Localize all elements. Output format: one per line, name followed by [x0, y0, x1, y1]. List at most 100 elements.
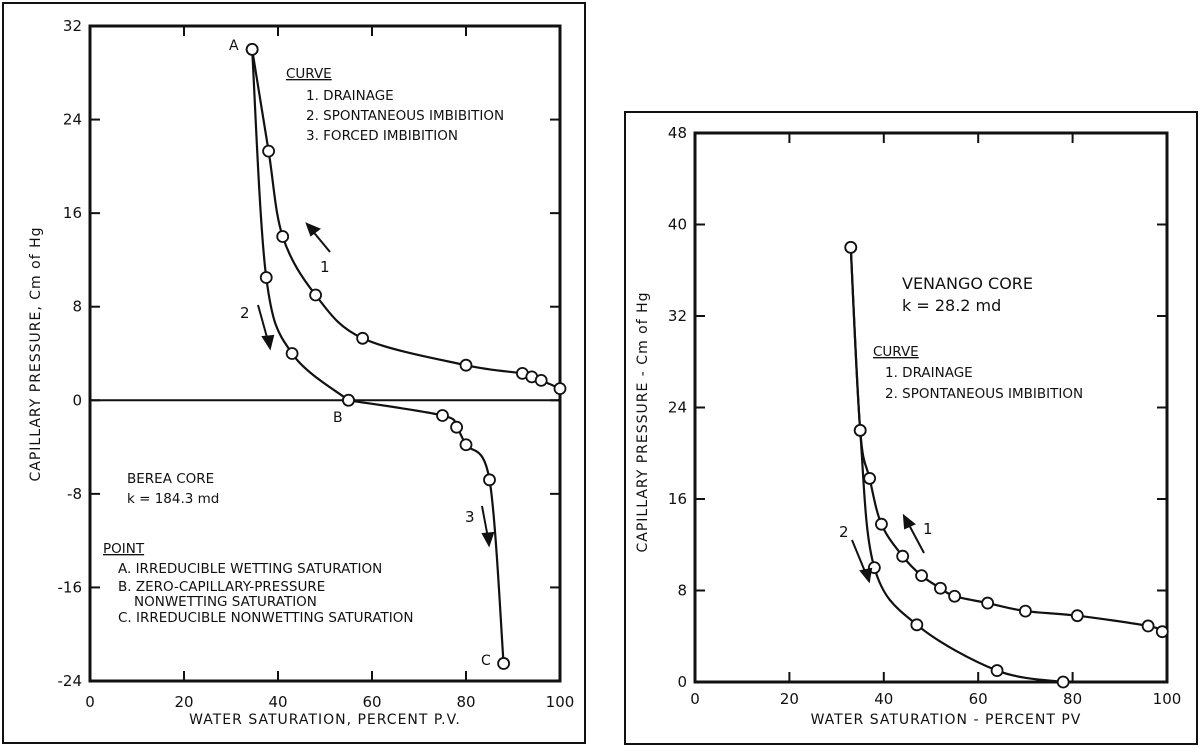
data-point-series-1	[534, 374, 548, 387]
y-tick-label: 48	[668, 124, 687, 142]
data-point-series-1	[896, 549, 910, 563]
berea-curve-item-2: 2. SPONTANEOUS IMBIBITION	[306, 108, 504, 124]
data-point-series-2	[853, 423, 867, 437]
x-tick-label: 0	[690, 690, 700, 708]
right-figure-frame	[624, 111, 1198, 745]
berea-point-title: POINT	[103, 541, 145, 557]
berea-ylabel: CAPILLARY PRESSURE, Cm of Hg	[28, 227, 44, 482]
venango-arrow-2	[851, 539, 873, 584]
berea-curve-1-label: 1	[320, 258, 330, 276]
berea-plot-frame	[88, 24, 562, 683]
y-tick-label: 8	[72, 298, 82, 316]
data-point-series-1	[553, 382, 567, 395]
data-point-series-2	[285, 347, 299, 360]
data-point-series-2	[1056, 675, 1070, 689]
berea-point-item-a: A. IRREDUCIBLE WETTING SATURATION	[118, 561, 382, 577]
y-tick-label: -24	[58, 672, 83, 690]
venango-curve-title: CURVE	[873, 344, 919, 360]
x-tick-label: 40	[874, 690, 893, 708]
berea-point-b-label: B	[333, 410, 343, 426]
venango-plot-frame	[693, 131, 1169, 684]
venango-ylabel: CAPILLARY PRESSURE - Cm of Hg	[635, 291, 651, 552]
data-point-series-1	[459, 358, 473, 372]
data-point-series-2	[245, 42, 259, 56]
berea-curve-title: CURVE	[286, 66, 332, 82]
berea-core-name: BEREA CORE	[127, 471, 214, 487]
series-line-3	[348, 399, 505, 664]
data-point-series-1	[1070, 609, 1084, 623]
y-tick-label: -8	[67, 485, 82, 503]
data-point-series-2	[259, 271, 273, 284]
x-tick-label: 80	[1063, 690, 1082, 708]
x-tick-label: 40	[268, 693, 287, 711]
data-point-series-1	[1155, 625, 1169, 639]
series-line-1	[251, 49, 561, 390]
data-point-series-3	[497, 657, 511, 670]
x-tick-label: 80	[456, 693, 475, 711]
data-point-series-1	[981, 596, 995, 610]
berea-curve-2-label: 2	[240, 304, 250, 322]
data-point-series-1	[948, 589, 961, 603]
venango-xlabel: WATER SATURATION - PERCENT PV	[811, 712, 1082, 728]
y-tick-label: 24	[668, 399, 687, 417]
venango-curve-2-label: 2	[839, 523, 849, 541]
x-tick-label: 100	[546, 693, 575, 711]
x-tick-label: 60	[969, 690, 988, 708]
venango-curve-item-1: 1. DRAINAGE	[885, 365, 973, 381]
data-point-series-3	[436, 409, 449, 422]
y-tick-label: 0	[677, 673, 687, 691]
berea-core-k: k = 184.3 md	[127, 491, 219, 507]
x-tick-label: 0	[85, 693, 95, 711]
data-point-series-1	[875, 517, 888, 531]
berea-curve-3-label: 3	[465, 508, 475, 526]
venango-curve-item-2: 2. SPONTANEOUS IMBIBITION	[885, 386, 1083, 402]
venango-curve-1-label: 1	[923, 520, 933, 538]
data-point-series-1	[276, 230, 290, 243]
data-point-series-1	[863, 472, 877, 485]
berea-point-item-b-cont: NONWETTING SATURATION	[134, 594, 317, 610]
berea-xlabel: WATER SATURATION, PERCENT P.V.	[189, 712, 461, 728]
left-figure-frame	[2, 2, 586, 744]
berea-arrow-2	[257, 304, 275, 351]
berea-point-item-c: C. IRREDUCIBLE NONWETTING SATURATION	[118, 610, 413, 626]
berea-point-c-label: C	[481, 653, 491, 669]
berea-arrow-1	[305, 222, 331, 253]
x-tick-label: 60	[362, 693, 381, 711]
data-point-series-2	[910, 618, 924, 632]
data-point-series-3	[450, 420, 464, 434]
x-tick-label: 20	[780, 690, 799, 708]
y-tick-label: 32	[63, 17, 82, 35]
data-point-series-1	[356, 331, 370, 345]
berea-arrow-3	[481, 505, 495, 548]
y-tick-label: 0	[72, 391, 82, 409]
series-line-1	[849, 247, 1163, 633]
y-tick-label: 24	[63, 111, 82, 129]
berea-point-a-label: A	[229, 38, 239, 54]
data-point-series-1	[309, 288, 323, 302]
y-tick-label: 16	[668, 490, 687, 508]
data-point-series-1	[1019, 604, 1032, 618]
data-point-series-3	[459, 438, 473, 452]
data-point-series-1	[915, 569, 928, 583]
berea-point-item-b: B. ZERO-CAPILLARY-PRESSURE	[118, 579, 325, 595]
x-tick-label: 100	[1153, 690, 1182, 708]
venango-core-name: VENANGO CORE	[902, 274, 1033, 293]
x-tick-label: 20	[174, 693, 193, 711]
data-point-series-1	[934, 581, 947, 595]
data-point-series-2	[990, 664, 1004, 677]
y-tick-label: 16	[63, 204, 82, 222]
berea-curve-item-1: 1. DRAINAGE	[306, 88, 394, 104]
data-point-series-3	[483, 473, 496, 487]
data-point-series-1	[1141, 619, 1155, 633]
y-tick-label: 40	[668, 216, 687, 234]
data-point-series-2	[844, 240, 858, 254]
berea-curve-item-3: 3. FORCED IMBIBITION	[306, 128, 458, 144]
y-tick-label: 32	[668, 307, 687, 325]
venango-core-k: k = 28.2 md	[902, 296, 1001, 315]
y-tick-label: 8	[677, 582, 687, 600]
data-point-series-1	[262, 144, 276, 158]
y-tick-label: -16	[58, 578, 83, 596]
